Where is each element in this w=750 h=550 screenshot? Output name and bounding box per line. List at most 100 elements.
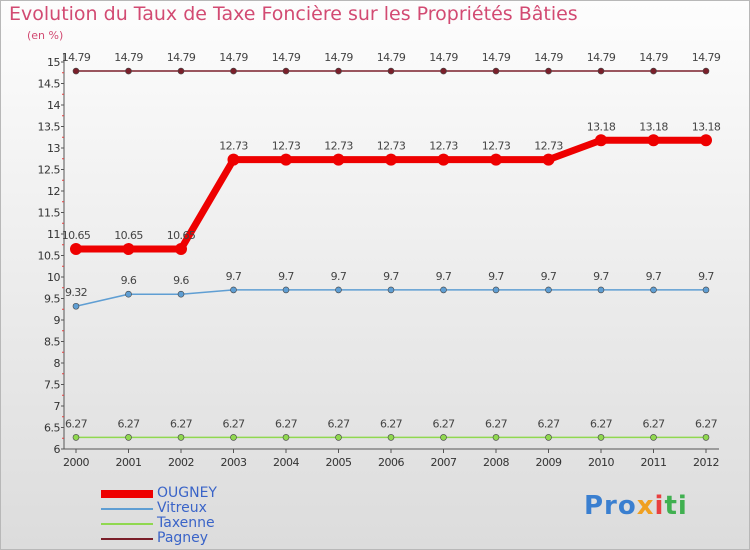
data-point — [440, 434, 447, 441]
data-point — [385, 153, 397, 166]
logo-part: i — [654, 491, 665, 521]
data-point — [702, 286, 710, 294]
data-label: 14.79 — [692, 51, 721, 64]
data-label: 6.27 — [327, 417, 350, 430]
data-point — [700, 134, 712, 147]
x-tick-label: 2006 — [378, 456, 404, 469]
data-label: 12.73 — [324, 140, 353, 153]
x-tick-label: 2005 — [326, 456, 352, 469]
x-tick-label: 2004 — [273, 456, 299, 469]
data-label: 13.18 — [587, 120, 616, 133]
data-label: 14.79 — [62, 51, 91, 64]
x-tick-label: 2003 — [221, 456, 247, 469]
data-label: 14.79 — [114, 51, 143, 64]
data-label: 6.27 — [65, 417, 88, 430]
data-point — [125, 67, 132, 75]
legend-label: Taxenne — [157, 515, 215, 531]
data-label: 12.73 — [429, 140, 458, 153]
data-point — [280, 153, 292, 166]
data-point — [72, 434, 80, 441]
data-point — [335, 67, 342, 75]
data-label: 9.7 — [593, 270, 609, 283]
data-point — [70, 243, 82, 256]
y-tick-label: 11 — [47, 228, 60, 241]
chart-title: Evolution du Taux de Taxe Foncière sur l… — [9, 3, 578, 25]
data-label: 10.65 — [114, 229, 143, 242]
data-label: 9.7 — [226, 270, 242, 283]
data-label: 14.79 — [639, 51, 668, 64]
data-point — [387, 434, 395, 441]
data-point — [440, 286, 447, 294]
data-point — [282, 286, 290, 294]
data-label: 6.27 — [275, 417, 298, 430]
logo-part: Pro — [584, 491, 637, 521]
data-label: 10.65 — [62, 229, 91, 242]
x-tick-label: 2007 — [431, 456, 457, 469]
data-point — [122, 243, 135, 256]
data-label: 14.79 — [482, 51, 511, 64]
data-point — [650, 67, 657, 75]
y-tick-label: 9.5 — [44, 293, 60, 306]
data-label: 6.27 — [222, 417, 245, 430]
y-tick-label: 6 — [54, 443, 61, 456]
data-point — [230, 434, 237, 441]
data-label: 6.27 — [642, 417, 665, 430]
data-label: 9.7 — [488, 270, 504, 283]
y-tick-label: 7.5 — [44, 379, 60, 392]
data-label: 14.79 — [272, 51, 301, 64]
data-label: 6.27 — [117, 417, 140, 430]
x-tick-label: 2010 — [588, 456, 614, 469]
data-point — [597, 434, 605, 441]
legend-item-taxenne: Taxenne — [101, 516, 217, 531]
data-label: 6.27 — [537, 417, 560, 430]
y-tick-label: 15 — [47, 56, 60, 69]
data-label: 13.18 — [639, 120, 668, 133]
data-label: 10.65 — [167, 229, 196, 242]
logo-part: x — [636, 491, 655, 521]
legend-label: Pagney — [157, 530, 209, 546]
x-tick-label: 2001 — [116, 456, 142, 469]
legend-swatch — [101, 522, 153, 525]
data-label: 6.27 — [170, 417, 193, 430]
data-point — [595, 134, 607, 147]
data-point — [597, 67, 605, 75]
data-label: 14.79 — [324, 51, 353, 64]
data-label: 9.7 — [646, 270, 662, 283]
data-point — [227, 153, 240, 166]
data-label: 9.7 — [383, 270, 399, 283]
data-point — [332, 153, 345, 166]
data-point — [177, 290, 185, 298]
y-tick-label: 12.5 — [38, 164, 61, 177]
y-tick-label: 10.5 — [38, 250, 61, 263]
data-point — [175, 243, 187, 256]
data-point — [282, 434, 290, 441]
data-point — [492, 434, 500, 441]
y-tick-label: 11.5 — [38, 207, 61, 220]
data-point — [440, 67, 447, 75]
legend-label: OUGNEY — [157, 485, 217, 501]
y-tick-label: 7 — [54, 400, 61, 413]
data-point — [282, 67, 290, 75]
data-label: 9.6 — [121, 274, 137, 287]
legend-item-pagney: Pagney — [101, 531, 217, 546]
proxiti-logo: Proxiti — [584, 491, 688, 521]
data-point — [177, 434, 185, 441]
data-label: 12.73 — [219, 140, 248, 153]
data-label: 12.73 — [377, 140, 406, 153]
data-label: 14.79 — [534, 51, 563, 64]
data-point — [230, 286, 237, 294]
data-label: 14.79 — [167, 51, 196, 64]
data-point — [597, 286, 605, 294]
data-point — [125, 434, 132, 441]
data-label: 6.27 — [590, 417, 613, 430]
y-tick-label: 8 — [54, 357, 61, 370]
data-point — [702, 434, 710, 441]
legend-label: Vitreux — [157, 500, 207, 516]
x-tick-label: 2012 — [693, 456, 719, 469]
data-point — [72, 302, 80, 310]
data-label: 9.7 — [331, 270, 347, 283]
data-label: 12.73 — [534, 140, 563, 153]
y-tick-label: 6.5 — [44, 422, 60, 435]
x-tick-label: 2000 — [63, 456, 89, 469]
